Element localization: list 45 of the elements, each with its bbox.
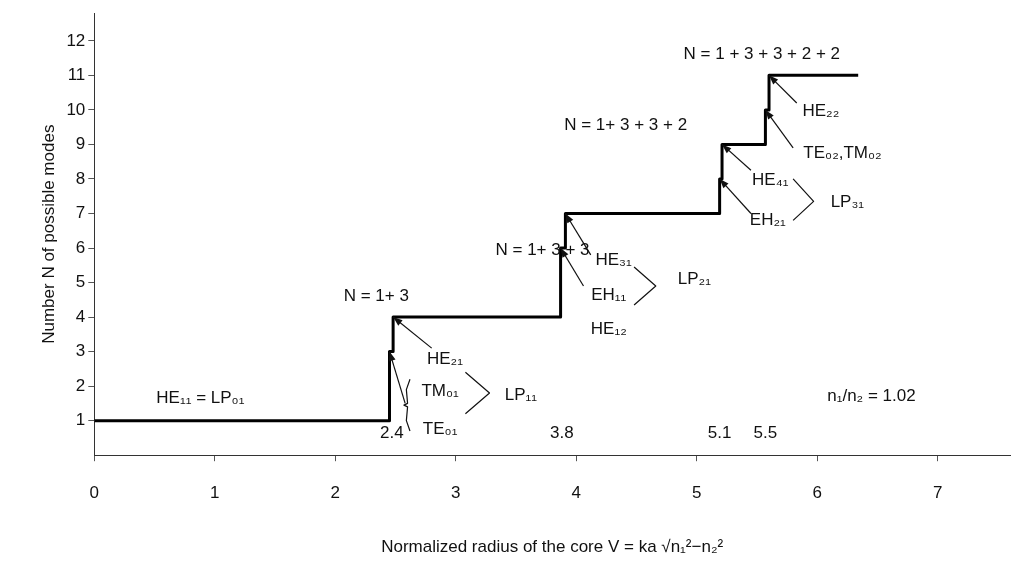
annotation: N = 1 + 3 + 3 + 2 + 2 — [683, 44, 841, 64]
annotation: TE₀₂,TM₀₂ — [803, 142, 882, 162]
x-tick-label: 0 — [89, 483, 100, 503]
annotation: HE₂₂ — [802, 100, 840, 120]
x-tick-label: 5 — [692, 483, 702, 503]
y-tick-label: 6 — [75, 237, 86, 257]
annotation: N = 1+ 3 + 3 — [495, 240, 590, 260]
x-axis-title: Normalized radius of the core V = ka √n₁²−n₂² — [381, 537, 724, 557]
annotation: N = 1+ 3 — [343, 286, 409, 306]
y-tick-label: 7 — [75, 203, 86, 223]
y-axis-title: Number N of possible modes — [38, 124, 58, 344]
y-tick-label: 10 — [66, 99, 86, 119]
annotation: LP₂₁ — [677, 268, 712, 288]
y-tick-label: 1 — [75, 410, 86, 430]
annotation: TE₀₁ — [422, 418, 458, 438]
annotation: EH₂₁ — [749, 210, 787, 230]
annotation: N = 1+ 3 + 3 + 2 — [564, 115, 688, 135]
y-tick-label: 12 — [66, 30, 86, 50]
y-tick-label: 3 — [75, 341, 86, 361]
y-tick-label: 8 — [75, 168, 86, 188]
annotation: HE₁₁ = LP₀₁ — [156, 388, 245, 408]
annotation: EH₁₁ — [591, 285, 627, 305]
annotation: HE₃₁ — [595, 249, 632, 269]
annotation: 3.8 — [549, 422, 574, 442]
y-tick-label: 11 — [67, 65, 86, 85]
annotation: HE₂₁ — [426, 348, 464, 368]
annotation: TM₀₁ — [421, 381, 460, 401]
annotation: LP₁₁ — [504, 385, 538, 405]
annotation: 2.4 — [380, 422, 404, 442]
annotation: HE₁₂ — [590, 318, 627, 338]
y-tick-label: 5 — [75, 272, 86, 292]
annotation: n₁/n₂ = 1.02 — [827, 386, 916, 406]
x-tick-label: 3 — [451, 483, 461, 503]
y-tick-label: 2 — [75, 375, 86, 395]
x-tick-label: 4 — [571, 483, 581, 503]
y-tick-label: 4 — [75, 306, 86, 326]
y-tick-label: 9 — [75, 134, 86, 154]
annotation: LP₃₁ — [830, 191, 865, 211]
x-tick-label: 7 — [932, 483, 943, 503]
annotation: HE₄₁ — [752, 169, 789, 189]
x-tick-label: 1 — [210, 483, 220, 503]
x-tick-label: 2 — [330, 483, 341, 503]
annotation: 5.5 — [753, 422, 778, 442]
annotation: 5.1 — [707, 422, 732, 442]
x-tick-label: 6 — [812, 483, 822, 503]
